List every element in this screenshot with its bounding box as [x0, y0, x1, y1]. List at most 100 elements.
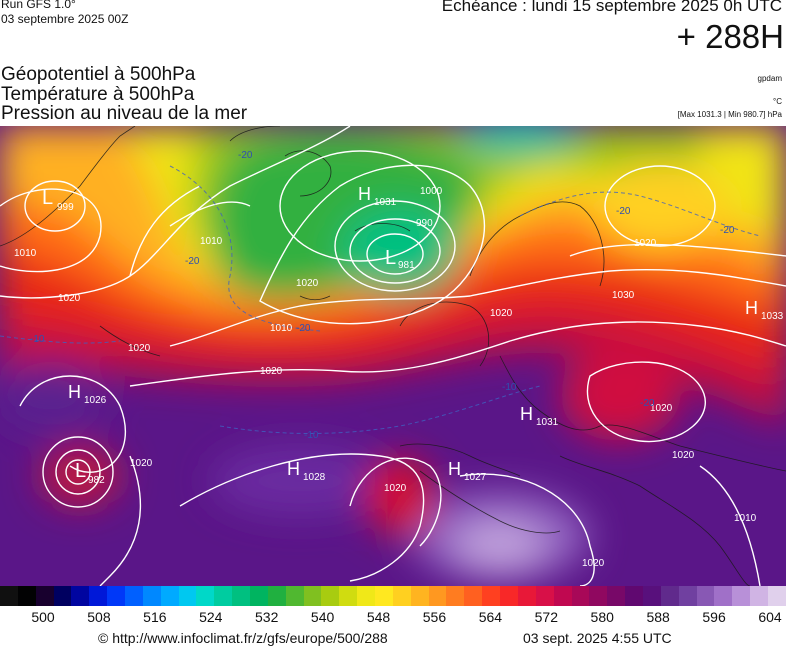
isobar-label: 1020: [490, 308, 513, 319]
scale-tick-label: 588: [646, 609, 670, 625]
isotherm-label: -20: [185, 256, 200, 267]
scale-swatch: [142, 586, 161, 606]
pressure-center-value: 999: [57, 202, 74, 213]
isotherm-label: -20: [616, 206, 631, 217]
isotherm-label: -20: [640, 398, 655, 409]
scale-swatch: [625, 586, 643, 606]
pressure-center-value: 1026: [84, 395, 107, 406]
scale-swatch: [589, 586, 608, 606]
scale-swatch: [535, 586, 554, 606]
isobar-label: 1000: [420, 186, 443, 197]
pressure-center-letter: L: [75, 460, 86, 482]
scale-swatch: [35, 586, 54, 606]
isotherm-label: -10: [30, 334, 45, 345]
lead-time: + 288H: [676, 18, 784, 55]
scale-swatch: [464, 586, 483, 606]
scale-swatch: [357, 586, 376, 606]
scale-tick-label: 524: [199, 609, 223, 625]
scale-swatch: [0, 586, 18, 606]
scale-swatch: [232, 586, 251, 606]
pressure-center-value: 1027: [464, 472, 487, 483]
pressure-center-value: 982: [88, 475, 105, 486]
isobar-label: 1020: [650, 403, 673, 414]
pressure-center-letter: H: [287, 459, 300, 479]
isobar-label: 1010: [200, 236, 223, 247]
isobar-label: 1030: [612, 290, 635, 301]
isotherm-label: -20: [238, 150, 253, 161]
pressure-center: L 999: [42, 187, 74, 213]
isobar-label: 1020: [582, 558, 605, 569]
scale-swatch: [71, 586, 90, 606]
isobar-label: 1010: [270, 323, 293, 334]
scale-swatch: [196, 586, 215, 606]
scale-swatch: [339, 586, 358, 606]
scale-swatch: [303, 586, 322, 606]
isobar-label: 1020: [384, 483, 407, 494]
scale-swatch: [607, 586, 626, 606]
scale-swatch: [500, 586, 518, 606]
isobar-label: 1020: [260, 366, 283, 377]
pressure-extremes: [Max 1031.3 | Min 980.7] hPa: [677, 110, 782, 119]
isobars: [0, 126, 786, 586]
unit-temperature: °C: [773, 97, 782, 106]
pressure-center: H 1033: [745, 298, 784, 322]
pressure-center-letter: H: [68, 382, 81, 402]
scale-swatch: [285, 586, 304, 606]
isotherm-label: -10: [304, 430, 319, 441]
scale-swatch: [160, 586, 179, 606]
unit-geopotential: gpdam: [757, 74, 782, 83]
pressure-center-letter: L: [42, 187, 53, 209]
color-scale-bar: [0, 586, 786, 606]
scale-tick-label: 604: [758, 609, 782, 625]
isobar-label: 1020: [634, 238, 657, 249]
scale-tick-label: 516: [143, 609, 167, 625]
isotherm-labels: -20 -20 -20 -20 -10 -10 -10 -20 -20: [30, 150, 735, 441]
scale-swatch: [53, 586, 72, 606]
scale-swatch: [517, 586, 536, 606]
isobar-label: 990: [416, 218, 433, 229]
generation-date: 03 sept. 2025 4:55 UTC: [523, 630, 672, 646]
scale-swatch: [446, 586, 465, 606]
run-label: Run GFS 1.0°: [1, 0, 76, 11]
scale-swatch: [410, 586, 429, 606]
scale-tick-label: 508: [87, 609, 111, 625]
weather-map: 1010 1020 1020 1030 1000 990 1010 1020 1…: [0, 126, 786, 586]
pressure-center-value: 981: [398, 260, 415, 271]
scale-swatch: [107, 586, 126, 606]
color-scale-labels: 500 508 516 524 532 540 548 556 564 572 …: [0, 609, 786, 627]
scale-swatch: [660, 586, 679, 606]
isotherms: [0, 165, 761, 434]
pressure-center-letter: H: [745, 298, 758, 318]
pressure-center-letter: H: [358, 184, 371, 204]
pressure-center: H 1028: [287, 459, 326, 483]
scale-tick-label: 500: [31, 609, 55, 625]
scale-swatch: [678, 586, 697, 606]
field-label-geopotential: Géopotentiel à 500hPa: [1, 64, 196, 85]
geopotential-field: [0, 126, 786, 586]
scale-swatch: [89, 586, 108, 606]
pressure-center: L 982: [75, 460, 105, 486]
isobar-label: 1010: [14, 248, 37, 259]
pressure-center-letter: H: [520, 404, 533, 424]
field-label-pressure: Pression au niveau de la mer: [1, 103, 248, 124]
pressure-center-letter: H: [448, 459, 461, 479]
forecast-valid-time: Echéance : lundi 15 septembre 2025 0h UT…: [441, 0, 782, 15]
isobar-label: 1020: [130, 458, 153, 469]
scale-tick-label: 564: [478, 609, 503, 625]
isobar-label: 1010: [734, 513, 757, 524]
scale-swatch: [17, 586, 36, 606]
isobar-label: 1020: [672, 450, 695, 461]
scale-swatch: [392, 586, 411, 606]
copyright-link[interactable]: © http://www.infoclimat.fr/z/gfs/europe/…: [98, 630, 388, 646]
scale-swatch: [714, 586, 733, 606]
isobar-labels: 1010 1020 1020 1030 1000 990 1010 1020 1…: [14, 186, 757, 569]
scale-swatch: [732, 586, 751, 606]
pressure-center-letter: L: [385, 247, 396, 269]
scale-tick-label: 548: [366, 609, 391, 625]
pressure-center: H 1031: [358, 184, 397, 208]
pressure-center-value: 1031: [374, 197, 397, 208]
pressure-center-value: 1033: [761, 311, 784, 322]
pressure-center-value: 1031: [536, 417, 559, 428]
scale-swatch: [642, 586, 661, 606]
